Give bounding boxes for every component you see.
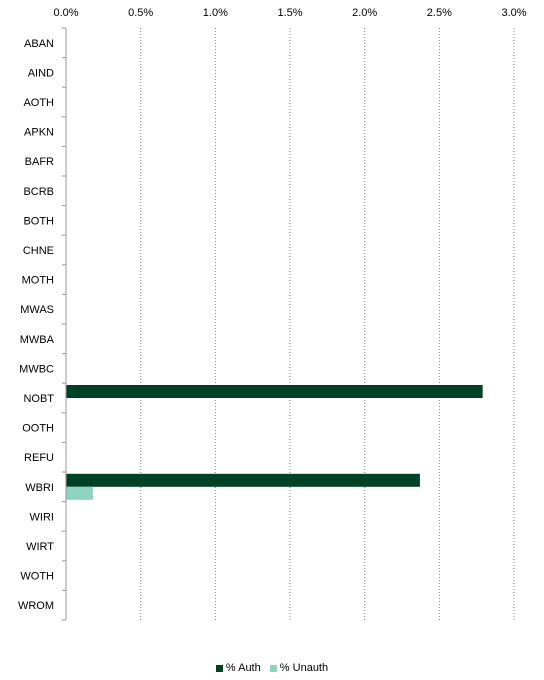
category-label: WOTH	[20, 571, 54, 583]
x-tick-label: 1.0%	[203, 7, 228, 19]
category-label: BOTH	[23, 215, 54, 227]
bar	[66, 473, 420, 487]
legend-label-auth: % Auth	[225, 662, 261, 674]
bar	[66, 385, 483, 398]
x-tick-label: 2.5%	[427, 7, 452, 19]
category-label: MWBC	[19, 363, 54, 375]
legend-swatch-unauth	[269, 664, 277, 672]
category-label: AOTH	[23, 97, 54, 109]
category-label: WIRT	[26, 541, 54, 553]
x-tick-labels: 0.0% 0.5% 1.0% 1.5% 2.0% 2.5% 3.0%	[53, 7, 526, 19]
bars	[66, 385, 483, 500]
category-label: WROM	[18, 600, 54, 612]
legend-item-unauth: % Unauth	[269, 662, 329, 674]
category-label: WBRI	[25, 482, 54, 494]
bar	[66, 486, 93, 500]
x-tick-label: 1.5%	[277, 7, 302, 19]
category-label: MWBA	[20, 334, 55, 346]
category-label: NOBT	[23, 393, 54, 405]
x-tick-label: 2.0%	[352, 7, 377, 19]
legend-swatch-auth	[215, 664, 223, 672]
category-label: WIRI	[30, 511, 54, 523]
category-labels: ABAN AIND AOTH APKN BAFR BCRB BOTH CHNE MOTH MWAS…	[18, 27, 66, 621]
grid-lines	[140, 28, 515, 620]
category-label: ABAN	[24, 38, 54, 50]
category-label: APKN	[24, 127, 54, 139]
x-tick-label: 0.5%	[128, 7, 153, 19]
legend-item-auth: % Auth	[215, 662, 261, 674]
category-label: REFU	[24, 452, 54, 464]
bar-chart: 0.0% 0.5% 1.0% 1.5% 2.0% 2.5% 3.0% ABAN AIND AOT…	[18, 7, 527, 621]
legend: % Auth % Unauth	[0, 662, 544, 675]
category-label: OOTH	[22, 423, 54, 435]
legend-label-unauth: % Unauth	[279, 662, 329, 674]
category-label: CHNE	[23, 245, 54, 257]
x-tick-label: 0.0%	[53, 7, 78, 19]
category-label: MWAS	[20, 304, 54, 316]
category-label: BAFR	[25, 156, 54, 168]
category-label: MOTH	[22, 275, 54, 287]
category-label: BCRB	[23, 186, 54, 198]
x-tick-label: 3.0%	[501, 7, 526, 19]
category-label: AIND	[28, 67, 54, 79]
